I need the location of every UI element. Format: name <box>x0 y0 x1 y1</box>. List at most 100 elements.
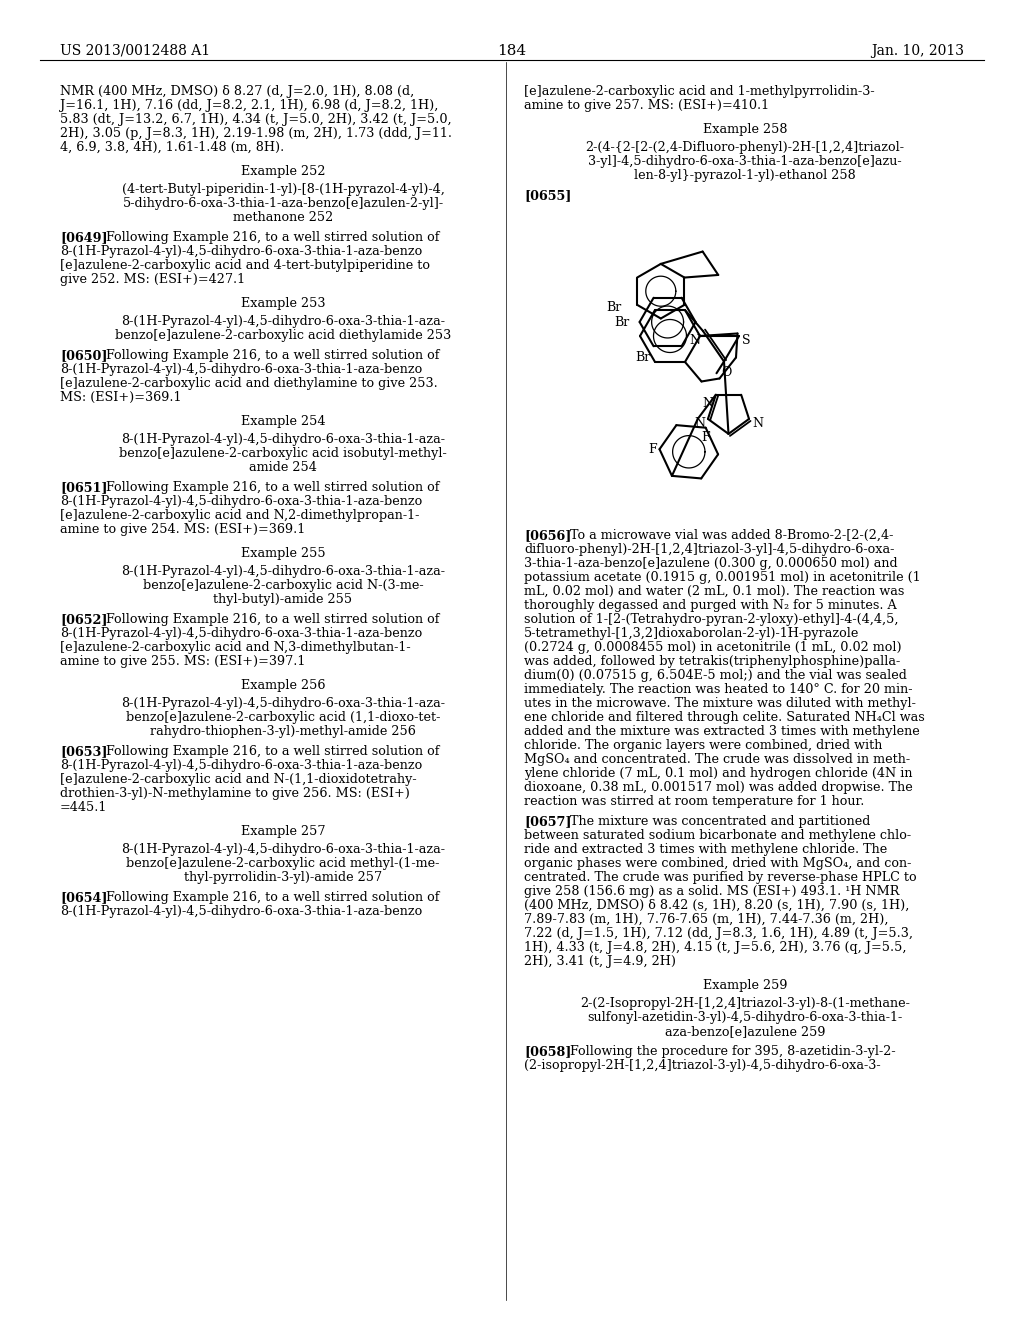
Text: give 252. MS: (ESI+)=427.1: give 252. MS: (ESI+)=427.1 <box>60 273 245 286</box>
Text: aza-benzo[e]azulene 259: aza-benzo[e]azulene 259 <box>665 1026 825 1038</box>
Text: Br: Br <box>636 351 651 364</box>
Text: [0652]: [0652] <box>60 612 108 626</box>
Text: mL, 0.02 mol) and water (2 mL, 0.1 mol). The reaction was: mL, 0.02 mol) and water (2 mL, 0.1 mol).… <box>524 585 904 598</box>
Text: Example 257: Example 257 <box>241 825 326 838</box>
Text: (0.2724 g, 0.0008455 mol) in acetonitrile (1 mL, 0.02 mol): (0.2724 g, 0.0008455 mol) in acetonitril… <box>524 642 901 653</box>
Text: MS: (ESI+)=369.1: MS: (ESI+)=369.1 <box>60 391 181 404</box>
Text: 8-(1H-Pyrazol-4-yl)-4,5-dihydro-6-oxa-3-thia-1-aza-: 8-(1H-Pyrazol-4-yl)-4,5-dihydro-6-oxa-3-… <box>121 315 445 327</box>
Text: Following Example 216, to a well stirred solution of: Following Example 216, to a well stirred… <box>106 744 439 758</box>
Text: [e]azulene-2-carboxylic acid and 4-tert-butylpiperidine to: [e]azulene-2-carboxylic acid and 4-tert-… <box>60 259 430 272</box>
Text: immediately. The reaction was heated to 140° C. for 20 min-: immediately. The reaction was heated to … <box>524 682 912 696</box>
Text: 8-(1H-Pyrazol-4-yl)-4,5-dihydro-6-oxa-3-thia-1-aza-benzo: 8-(1H-Pyrazol-4-yl)-4,5-dihydro-6-oxa-3-… <box>60 495 422 508</box>
Text: between saturated sodium bicarbonate and methylene chlo-: between saturated sodium bicarbonate and… <box>524 829 911 842</box>
Text: Following Example 216, to a well stirred solution of: Following Example 216, to a well stirred… <box>106 231 439 244</box>
Text: added and the mixture was extracted 3 times with methylene: added and the mixture was extracted 3 ti… <box>524 725 920 738</box>
Text: dium(0) (0.07515 g, 6.504E-5 mol;) and the vial was sealed: dium(0) (0.07515 g, 6.504E-5 mol;) and t… <box>524 669 907 682</box>
Text: [0654]: [0654] <box>60 891 108 904</box>
Text: To a microwave vial was added 8-Bromo-2-[2-(2,4-: To a microwave vial was added 8-Bromo-2-… <box>570 529 893 543</box>
Text: 8-(1H-Pyrazol-4-yl)-4,5-dihydro-6-oxa-3-thia-1-aza-: 8-(1H-Pyrazol-4-yl)-4,5-dihydro-6-oxa-3-… <box>121 697 445 710</box>
Text: Following Example 216, to a well stirred solution of: Following Example 216, to a well stirred… <box>106 612 439 626</box>
Text: (4-tert-Butyl-piperidin-1-yl)-[8-(1H-pyrazol-4-yl)-4,: (4-tert-Butyl-piperidin-1-yl)-[8-(1H-pyr… <box>122 183 444 195</box>
Text: (400 MHz, DMSO) δ 8.42 (s, 1H), 8.20 (s, 1H), 7.90 (s, 1H),: (400 MHz, DMSO) δ 8.42 (s, 1H), 8.20 (s,… <box>524 899 909 912</box>
Text: drothien-3-yl)-N-methylamine to give 256. MS: (ESI+): drothien-3-yl)-N-methylamine to give 256… <box>60 787 410 800</box>
Text: 8-(1H-Pyrazol-4-yl)-4,5-dihydro-6-oxa-3-thia-1-aza-: 8-(1H-Pyrazol-4-yl)-4,5-dihydro-6-oxa-3-… <box>121 433 445 446</box>
Text: benzo[e]azulene-2-carboxylic acid isobutyl-methyl-: benzo[e]azulene-2-carboxylic acid isobut… <box>119 447 446 459</box>
Text: 3-yl]-4,5-dihydro-6-oxa-3-thia-1-aza-benzo[e]azu-: 3-yl]-4,5-dihydro-6-oxa-3-thia-1-aza-ben… <box>588 154 902 168</box>
Text: [e]azulene-2-carboxylic acid and diethylamine to give 253.: [e]azulene-2-carboxylic acid and diethyl… <box>60 378 437 389</box>
Text: dioxoane, 0.38 mL, 0.001517 mol) was added dropwise. The: dioxoane, 0.38 mL, 0.001517 mol) was add… <box>524 781 912 795</box>
Text: 8-(1H-Pyrazol-4-yl)-4,5-dihydro-6-oxa-3-thia-1-aza-: 8-(1H-Pyrazol-4-yl)-4,5-dihydro-6-oxa-3-… <box>121 843 445 855</box>
Text: N: N <box>702 397 714 409</box>
Text: [e]azulene-2-carboxylic acid and N,3-dimethylbutan-1-: [e]azulene-2-carboxylic acid and N,3-dim… <box>60 642 411 653</box>
Text: organic phases were combined, dried with MgSO₄, and con-: organic phases were combined, dried with… <box>524 857 911 870</box>
Text: chloride. The organic layers were combined, dried with: chloride. The organic layers were combin… <box>524 739 883 752</box>
Text: =445.1: =445.1 <box>60 801 108 814</box>
Text: amine to give 255. MS: (ESI+)=397.1: amine to give 255. MS: (ESI+)=397.1 <box>60 655 305 668</box>
Text: Following Example 216, to a well stirred solution of: Following Example 216, to a well stirred… <box>106 891 439 904</box>
Text: Example 253: Example 253 <box>241 297 326 310</box>
Text: Jan. 10, 2013: Jan. 10, 2013 <box>871 44 964 58</box>
Text: The mixture was concentrated and partitioned: The mixture was concentrated and partiti… <box>570 814 870 828</box>
Text: Example 256: Example 256 <box>241 678 326 692</box>
Text: potassium acetate (0.1915 g, 0.001951 mol) in acetonitrile (1: potassium acetate (0.1915 g, 0.001951 mo… <box>524 572 921 583</box>
Text: reaction was stirred at room temperature for 1 hour.: reaction was stirred at room temperature… <box>524 795 864 808</box>
Text: 4, 6.9, 3.8, 4H), 1.61-1.48 (m, 8H).: 4, 6.9, 3.8, 4H), 1.61-1.48 (m, 8H). <box>60 141 285 154</box>
Text: benzo[e]azulene-2-carboxylic acid N-(3-me-: benzo[e]azulene-2-carboxylic acid N-(3-m… <box>142 579 423 591</box>
Text: [0653]: [0653] <box>60 744 108 758</box>
Text: 7.22 (d, J=1.5, 1H), 7.12 (dd, J=8.3, 1.6, 1H), 4.89 (t, J=5.3,: 7.22 (d, J=1.5, 1H), 7.12 (dd, J=8.3, 1.… <box>524 927 913 940</box>
Text: methanone 252: methanone 252 <box>232 211 333 224</box>
Text: [0657]: [0657] <box>524 814 571 828</box>
Text: 2H), 3.05 (p, J=8.3, 1H), 2.19-1.98 (m, 2H), 1.73 (ddd, J=11.: 2H), 3.05 (p, J=8.3, 1H), 2.19-1.98 (m, … <box>60 127 452 140</box>
Text: ride and extracted 3 times with methylene chloride. The: ride and extracted 3 times with methylen… <box>524 843 887 855</box>
Text: thyl-pyrrolidin-3-yl)-amide 257: thyl-pyrrolidin-3-yl)-amide 257 <box>184 871 382 884</box>
Text: 2-(4-{2-[2-(2,4-Difluoro-phenyl)-2H-[1,2,4]triazol-: 2-(4-{2-[2-(2,4-Difluoro-phenyl)-2H-[1,2… <box>586 141 904 154</box>
Text: [0650]: [0650] <box>60 348 108 362</box>
Text: 8-(1H-Pyrazol-4-yl)-4,5-dihydro-6-oxa-3-thia-1-aza-benzo: 8-(1H-Pyrazol-4-yl)-4,5-dihydro-6-oxa-3-… <box>60 246 422 257</box>
Text: 1H), 4.33 (t, J=4.8, 2H), 4.15 (t, J=5.6, 2H), 3.76 (q, J=5.5,: 1H), 4.33 (t, J=4.8, 2H), 4.15 (t, J=5.6… <box>524 941 906 954</box>
Text: Example 252: Example 252 <box>241 165 326 178</box>
Text: benzo[e]azulene-2-carboxylic acid methyl-(1-me-: benzo[e]azulene-2-carboxylic acid methyl… <box>126 857 439 870</box>
Text: F: F <box>701 430 710 444</box>
Text: Br: Br <box>614 315 629 329</box>
Text: 5-tetramethyl-[1,3,2]dioxaborolan-2-yl)-1H-pyrazole: 5-tetramethyl-[1,3,2]dioxaborolan-2-yl)-… <box>524 627 859 640</box>
Text: amine to give 257. MS: (ESI+)=410.1: amine to give 257. MS: (ESI+)=410.1 <box>524 99 769 112</box>
Text: Following Example 216, to a well stirred solution of: Following Example 216, to a well stirred… <box>106 348 439 362</box>
Text: Example 255: Example 255 <box>241 546 326 560</box>
Text: NMR (400 MHz, DMSO) δ 8.27 (d, J=2.0, 1H), 8.08 (d,: NMR (400 MHz, DMSO) δ 8.27 (d, J=2.0, 1H… <box>60 84 415 98</box>
Text: US 2013/0012488 A1: US 2013/0012488 A1 <box>60 44 210 58</box>
Text: ene chloride and filtered through celite. Saturated NH₄Cl was: ene chloride and filtered through celite… <box>524 711 925 723</box>
Text: J=16.1, 1H), 7.16 (dd, J=8.2, 2.1, 1H), 6.98 (d, J=8.2, 1H),: J=16.1, 1H), 7.16 (dd, J=8.2, 2.1, 1H), … <box>60 99 438 112</box>
Text: sulfonyl-azetidin-3-yl)-4,5-dihydro-6-oxa-3-thia-1-: sulfonyl-azetidin-3-yl)-4,5-dihydro-6-ox… <box>588 1011 902 1024</box>
Text: utes in the microwave. The mixture was diluted with methyl-: utes in the microwave. The mixture was d… <box>524 697 915 710</box>
Text: Example 254: Example 254 <box>241 414 326 428</box>
Text: O: O <box>722 367 732 379</box>
Text: F: F <box>648 442 656 455</box>
Text: 8-(1H-Pyrazol-4-yl)-4,5-dihydro-6-oxa-3-thia-1-aza-benzo: 8-(1H-Pyrazol-4-yl)-4,5-dihydro-6-oxa-3-… <box>60 627 422 640</box>
Text: benzo[e]azulene-2-carboxylic acid (1,1-dioxo-tet-: benzo[e]azulene-2-carboxylic acid (1,1-d… <box>126 711 440 723</box>
Text: centrated. The crude was purified by reverse-phase HPLC to: centrated. The crude was purified by rev… <box>524 871 916 884</box>
Text: 8-(1H-Pyrazol-4-yl)-4,5-dihydro-6-oxa-3-thia-1-aza-: 8-(1H-Pyrazol-4-yl)-4,5-dihydro-6-oxa-3-… <box>121 565 445 578</box>
Text: thoroughly degassed and purged with N₂ for 5 minutes. A: thoroughly degassed and purged with N₂ f… <box>524 599 897 612</box>
Text: 2-(2-Isopropyl-2H-[1,2,4]triazol-3-yl)-8-(1-methane-: 2-(2-Isopropyl-2H-[1,2,4]triazol-3-yl)-8… <box>580 997 910 1010</box>
Text: N: N <box>694 417 705 430</box>
Text: Following the procedure for 395, 8-azetidin-3-yl-2-: Following the procedure for 395, 8-azeti… <box>570 1045 896 1059</box>
Text: 3-thia-1-aza-benzo[e]azulene (0.300 g, 0.000650 mol) and: 3-thia-1-aza-benzo[e]azulene (0.300 g, 0… <box>524 557 898 570</box>
Text: N: N <box>752 417 763 430</box>
Text: N: N <box>689 334 700 347</box>
Text: 184: 184 <box>498 44 526 58</box>
Text: (2-isopropyl-2H-[1,2,4]triazol-3-yl)-4,5-dihydro-6-oxa-3-: (2-isopropyl-2H-[1,2,4]triazol-3-yl)-4,5… <box>524 1059 881 1072</box>
Text: len-8-yl}-pyrazol-1-yl)-ethanol 258: len-8-yl}-pyrazol-1-yl)-ethanol 258 <box>634 169 856 182</box>
Text: solution of 1-[2-(Tetrahydro-pyran-2-yloxy)-ethyl]-4-(4,4,5,: solution of 1-[2-(Tetrahydro-pyran-2-ylo… <box>524 612 898 626</box>
Text: [0649]: [0649] <box>60 231 108 244</box>
Text: [e]azulene-2-carboxylic acid and N-(1,1-dioxidotetrahy-: [e]azulene-2-carboxylic acid and N-(1,1-… <box>60 774 417 785</box>
Text: amide 254: amide 254 <box>249 461 317 474</box>
Text: 7.89-7.83 (m, 1H), 7.76-7.65 (m, 1H), 7.44-7.36 (m, 2H),: 7.89-7.83 (m, 1H), 7.76-7.65 (m, 1H), 7.… <box>524 913 889 927</box>
Text: 8-(1H-Pyrazol-4-yl)-4,5-dihydro-6-oxa-3-thia-1-aza-benzo: 8-(1H-Pyrazol-4-yl)-4,5-dihydro-6-oxa-3-… <box>60 759 422 772</box>
Text: difluoro-phenyl)-2H-[1,2,4]triazol-3-yl]-4,5-dihydro-6-oxa-: difluoro-phenyl)-2H-[1,2,4]triazol-3-yl]… <box>524 543 894 556</box>
Text: ylene chloride (7 mL, 0.1 mol) and hydrogen chloride (4N in: ylene chloride (7 mL, 0.1 mol) and hydro… <box>524 767 912 780</box>
Text: benzo[e]azulene-2-carboxylic acid diethylamide 253: benzo[e]azulene-2-carboxylic acid diethy… <box>115 329 452 342</box>
Text: 2H), 3.41 (t, J=4.9, 2H): 2H), 3.41 (t, J=4.9, 2H) <box>524 954 676 968</box>
Text: give 258 (156.6 mg) as a solid. MS (ESI+) 493.1. ¹H NMR: give 258 (156.6 mg) as a solid. MS (ESI+… <box>524 884 899 898</box>
Text: Br: Br <box>606 301 622 314</box>
Text: [e]azulene-2-carboxylic acid and N,2-dimethylpropan-1-: [e]azulene-2-carboxylic acid and N,2-dim… <box>60 510 420 521</box>
